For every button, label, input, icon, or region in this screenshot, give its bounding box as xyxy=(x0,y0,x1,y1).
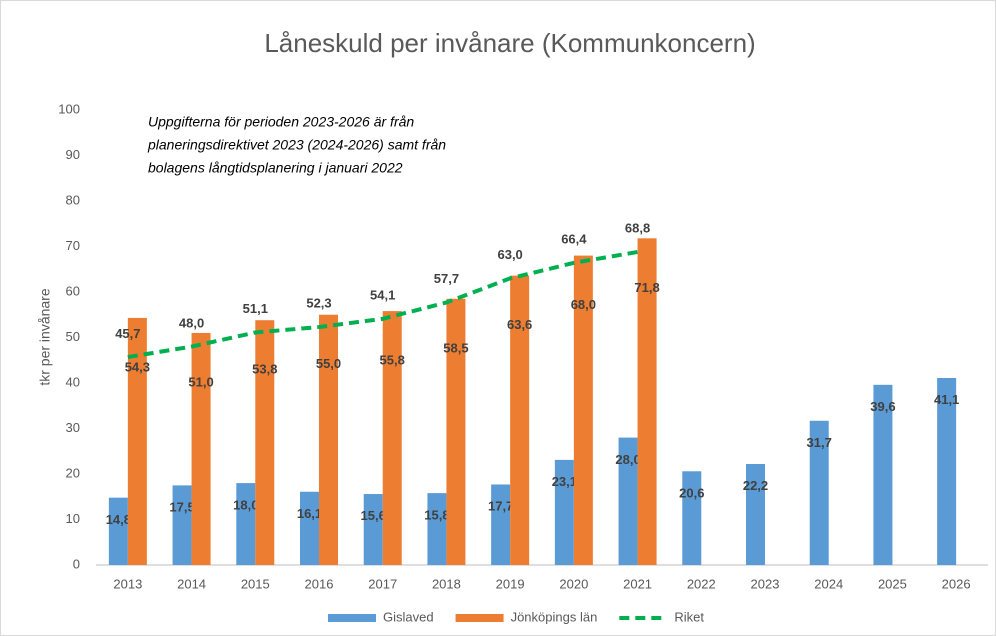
chart-title: Låneskuld per invånare (Kommunkoncern) xyxy=(264,28,755,58)
y-tick-label: 80 xyxy=(66,192,80,207)
x-tick-label: 2015 xyxy=(241,576,270,591)
x-tick-label: 2026 xyxy=(942,576,971,591)
data-label: 66,4 xyxy=(561,232,587,247)
x-tick-label: 2019 xyxy=(496,576,525,591)
bar xyxy=(873,384,893,565)
bar xyxy=(573,255,593,565)
y-tick-label: 40 xyxy=(66,374,80,389)
y-tick-label: 20 xyxy=(66,465,80,480)
data-label: 15,6 xyxy=(361,508,386,523)
x-tick-label: 2023 xyxy=(751,576,780,591)
bar xyxy=(554,459,574,565)
x-tick-label: 2024 xyxy=(814,576,843,591)
data-label: 55,8 xyxy=(380,353,405,368)
annotation: bolagens långtidsplanering i januari 202… xyxy=(148,160,403,176)
data-label: 51,1 xyxy=(243,301,268,316)
data-label: 53,8 xyxy=(252,362,277,377)
bar xyxy=(746,463,765,565)
data-label: 52,3 xyxy=(306,296,331,311)
x-tick-label: 2025 xyxy=(878,576,907,591)
bar xyxy=(300,491,319,565)
bar xyxy=(191,332,211,565)
bar xyxy=(618,437,638,565)
x-tick-label: 2021 xyxy=(623,576,652,591)
y-tick-label: 30 xyxy=(66,420,80,435)
legend-swatch xyxy=(455,614,504,622)
annotation: planeringsdirektivet 2023 (2024-2026) sa… xyxy=(147,137,446,153)
bar xyxy=(937,377,957,565)
bar xyxy=(172,485,192,565)
data-label: 51,0 xyxy=(188,374,213,389)
y-tick-label: 70 xyxy=(66,238,80,253)
bar xyxy=(127,317,147,565)
bar xyxy=(637,238,657,565)
bar xyxy=(682,471,702,565)
bar xyxy=(446,298,466,565)
data-label: 17,5 xyxy=(169,500,194,515)
y-tick-label: 100 xyxy=(58,101,80,116)
y-tick-label: 50 xyxy=(66,329,80,344)
data-label: 57,7 xyxy=(434,271,459,286)
legend-label: Gislaved xyxy=(383,609,434,624)
data-label: 71,8 xyxy=(634,280,659,295)
data-label: 20,6 xyxy=(679,485,704,500)
legend-label: Jönköpings län xyxy=(511,609,598,624)
line xyxy=(127,249,638,360)
data-label: 31,7 xyxy=(807,435,832,450)
data-label: 14,8 xyxy=(106,512,131,527)
data-label: 63,6 xyxy=(507,317,532,332)
x-tick-label: 2020 xyxy=(559,576,588,591)
annotation: Uppgifterna för perioden 2023-2026 är fr… xyxy=(148,114,414,130)
bar xyxy=(255,320,275,565)
data-label: 23,1 xyxy=(552,474,577,489)
y-tick-label: 0 xyxy=(73,556,80,571)
data-label: 68,8 xyxy=(625,221,650,236)
bar xyxy=(491,484,511,565)
data-label: 18,0 xyxy=(233,497,258,512)
data-label: 58,5 xyxy=(443,340,468,355)
data-label: 54,1 xyxy=(370,288,395,303)
x-tick-label: 2017 xyxy=(368,576,397,591)
data-label: 54,3 xyxy=(125,359,150,374)
x-tick-label: 2014 xyxy=(177,576,206,591)
data-label: 55,0 xyxy=(316,356,341,371)
data-label: 16,1 xyxy=(297,506,322,521)
bar xyxy=(382,311,402,565)
data-label: 68,0 xyxy=(571,297,596,312)
bar xyxy=(363,494,383,565)
data-label: 17,7 xyxy=(488,499,513,514)
y-tick-label: 10 xyxy=(66,511,80,526)
y-tick-label: 90 xyxy=(66,147,80,162)
data-label: 39,6 xyxy=(870,399,895,414)
bar xyxy=(108,497,128,565)
x-tick-label: 2013 xyxy=(113,576,142,591)
bar xyxy=(319,314,338,565)
data-label: 22,2 xyxy=(743,478,768,493)
bar xyxy=(427,493,447,565)
data-label: 15,8 xyxy=(424,507,449,522)
bar xyxy=(236,483,256,565)
y-axis-label: tkr per invånare xyxy=(37,288,53,385)
data-label: 63,0 xyxy=(497,247,522,262)
data-label: 41,1 xyxy=(934,392,959,407)
data-label: 45,7 xyxy=(115,326,140,341)
data-label: 28,0 xyxy=(615,452,640,467)
x-tick-label: 2018 xyxy=(432,576,461,591)
data-label: 48,0 xyxy=(179,315,204,330)
x-tick-label: 2022 xyxy=(687,576,716,591)
legend-label: Riket xyxy=(674,609,704,624)
bar xyxy=(809,420,829,565)
legend-swatch xyxy=(328,614,376,622)
bar xyxy=(510,275,530,565)
x-tick-label: 2016 xyxy=(305,576,334,591)
y-tick-label: 60 xyxy=(66,283,80,298)
